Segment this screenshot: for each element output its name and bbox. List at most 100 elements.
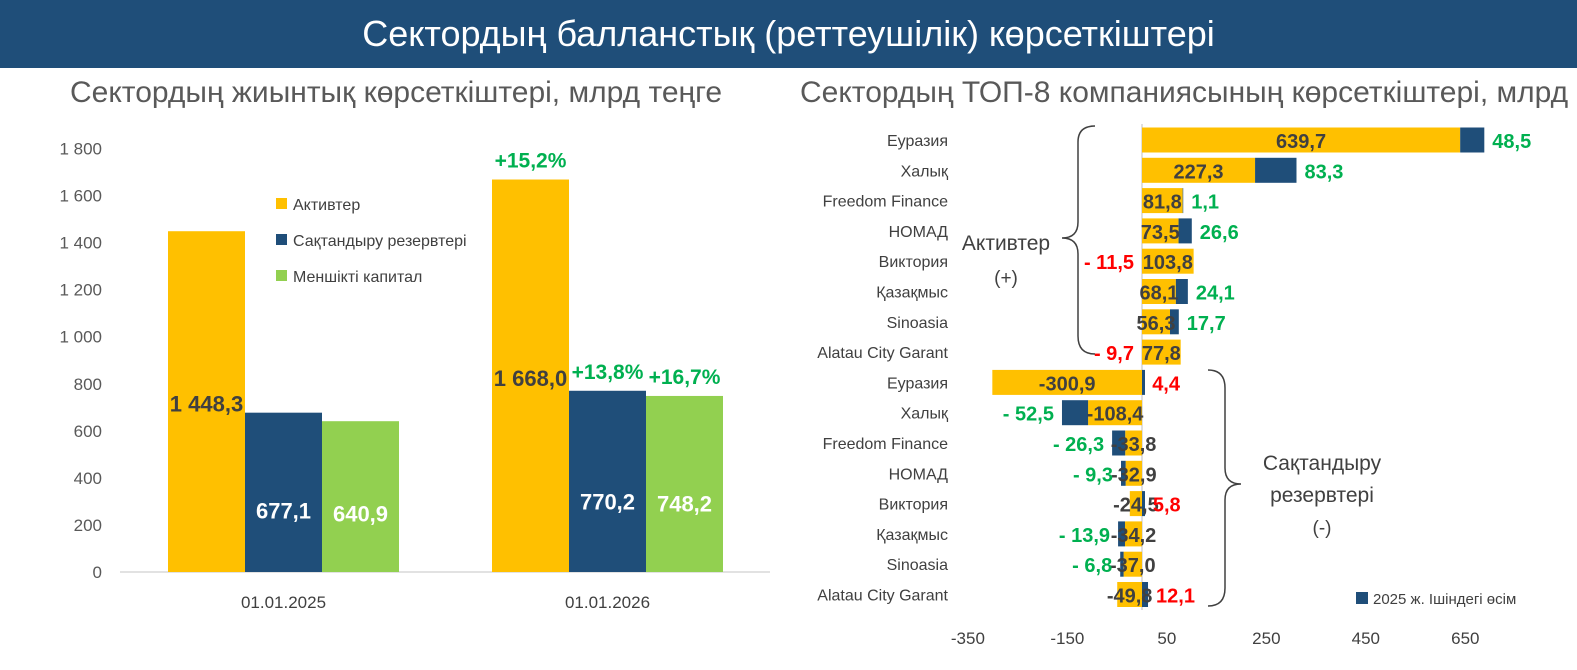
growth-label: 48,5 <box>1492 131 1531 153</box>
growth-label: - 11,5 <box>1084 252 1134 274</box>
bar-growth <box>1175 279 1188 304</box>
y-tick-label: 400 <box>74 469 102 488</box>
group-label: Активтер <box>962 232 1050 255</box>
category-label: Виктория <box>879 497 948 514</box>
x-tick-label: 01.01.2026 <box>565 593 650 612</box>
bar-value <box>1142 309 1171 335</box>
category-label: НОМАД <box>889 466 949 483</box>
data-label: 1 448,3 <box>170 392 243 417</box>
top8-bar-chart: -350 -150 50 250 450 650 Еуразия 639,7 48,5 Халық… <box>817 124 1531 648</box>
legend-label: Активтер <box>293 197 360 214</box>
legend-label: Сақтандыру резервтері <box>293 233 467 250</box>
category-label: Қазақмыс <box>876 285 948 302</box>
legend-swatch <box>276 198 287 209</box>
bar <box>322 421 399 572</box>
x-tick-label: -150 <box>1050 629 1084 648</box>
legend-label: Меншікті капитал <box>293 269 422 286</box>
data-label: 640,9 <box>333 502 388 527</box>
x-tick-label: 50 <box>1157 629 1176 648</box>
growth-label: - 13,9 <box>1059 525 1110 547</box>
y-tick-label: 1 400 <box>59 234 102 253</box>
data-label: -34,2 <box>1111 525 1157 547</box>
y-tick-label: 200 <box>74 516 102 535</box>
x-tick-label: 250 <box>1252 629 1280 648</box>
group-label: Сақтандыру <box>1263 452 1382 475</box>
growth-label: 17,7 <box>1187 313 1226 335</box>
x-tick-label: 650 <box>1451 629 1479 648</box>
growth-label: - 9,3 <box>1073 464 1113 486</box>
bar-value <box>1123 551 1142 577</box>
category-label: Freedom Finance <box>823 194 948 211</box>
data-label: 748,2 <box>657 492 712 517</box>
legend-swatch <box>1356 592 1368 604</box>
bar <box>245 412 322 572</box>
data-label: -32,9 <box>1111 464 1157 486</box>
category-label: Халық <box>901 406 949 423</box>
bar <box>492 179 569 572</box>
left-chart-title: Сектордың жиынтық көрсеткіштері, млрд те… <box>70 76 723 109</box>
data-label: 56,3 <box>1137 313 1176 335</box>
growth-label: 26,6 <box>1200 222 1239 244</box>
data-label: -49,8 <box>1107 586 1153 608</box>
page-banner: Сектордың балланстық (реттеушілік) көрсе… <box>0 0 1577 68</box>
growth-label: +16,7% <box>649 366 721 389</box>
bar-growth <box>1120 551 1124 577</box>
bar-growth <box>1170 309 1179 335</box>
data-label: 770,2 <box>580 490 635 515</box>
growth-label: 12,1 <box>1156 586 1195 608</box>
bar-growth <box>1142 369 1145 395</box>
group-brace <box>1207 369 1242 607</box>
group-label: резервтері <box>1270 484 1374 507</box>
data-label: 68,1 <box>1139 283 1178 305</box>
legend-swatch <box>276 270 287 281</box>
bar-value <box>1142 157 1256 183</box>
y-tick-label: 0 <box>93 563 102 582</box>
category-label: Alatau City Garant <box>817 345 948 362</box>
bar-value <box>1129 491 1142 517</box>
category-label: Виктория <box>879 254 948 271</box>
bar-value <box>1142 339 1181 365</box>
bar-value <box>1125 460 1142 486</box>
data-label: -300,9 <box>1039 373 1096 395</box>
data-label: 73,5 <box>1141 222 1180 244</box>
group-sign: (-) <box>1313 518 1332 539</box>
category-label: Қазақмыс <box>876 527 948 544</box>
bar-value <box>1142 188 1183 214</box>
bar <box>646 395 723 572</box>
bar-growth <box>1182 188 1184 214</box>
data-label: 1 668,0 <box>494 366 567 391</box>
y-tick-label: 1 000 <box>59 328 102 347</box>
bar-growth <box>1142 582 1149 607</box>
legend-swatch <box>276 234 287 245</box>
bar-value <box>1125 430 1142 456</box>
group-sign: (+) <box>994 268 1018 289</box>
data-label: -24,5 <box>1113 495 1159 517</box>
data-label: 103,8 <box>1143 252 1193 274</box>
bar-value <box>1117 582 1142 607</box>
bar-growth <box>1460 127 1485 153</box>
page-title: Сектордың балланстық (реттеушілік) көрсе… <box>362 13 1215 54</box>
y-tick-label: 1 800 <box>59 139 102 158</box>
bar-value <box>1142 218 1179 244</box>
y-tick-label: 600 <box>74 422 102 441</box>
x-tick-label: 450 <box>1352 629 1380 648</box>
category-label: НОМАД <box>889 224 949 241</box>
x-tick-label: -350 <box>951 629 985 648</box>
bar-value <box>1142 248 1194 274</box>
bar-value <box>1124 521 1142 547</box>
bar-growth <box>1178 218 1192 244</box>
y-tick-label: 1 600 <box>59 187 102 206</box>
growth-label: - 52,5 <box>1003 404 1054 426</box>
growth-label: - 9,7 <box>1094 343 1134 365</box>
data-label: 77,8 <box>1142 343 1181 365</box>
growth-label: 1,1 <box>1191 192 1219 214</box>
growth-label: +13,8% <box>572 361 644 384</box>
category-label: Еуразия <box>887 133 948 150</box>
bar-value <box>992 369 1142 395</box>
growth-label: - 26,3 <box>1053 434 1104 456</box>
category-label: Alatau City Garant <box>817 588 948 605</box>
bar <box>569 390 646 572</box>
data-label: 81,8 <box>1143 192 1182 214</box>
growth-label: - 6,8 <box>1072 555 1112 577</box>
x-tick-label: 01.01.2025 <box>241 593 326 612</box>
